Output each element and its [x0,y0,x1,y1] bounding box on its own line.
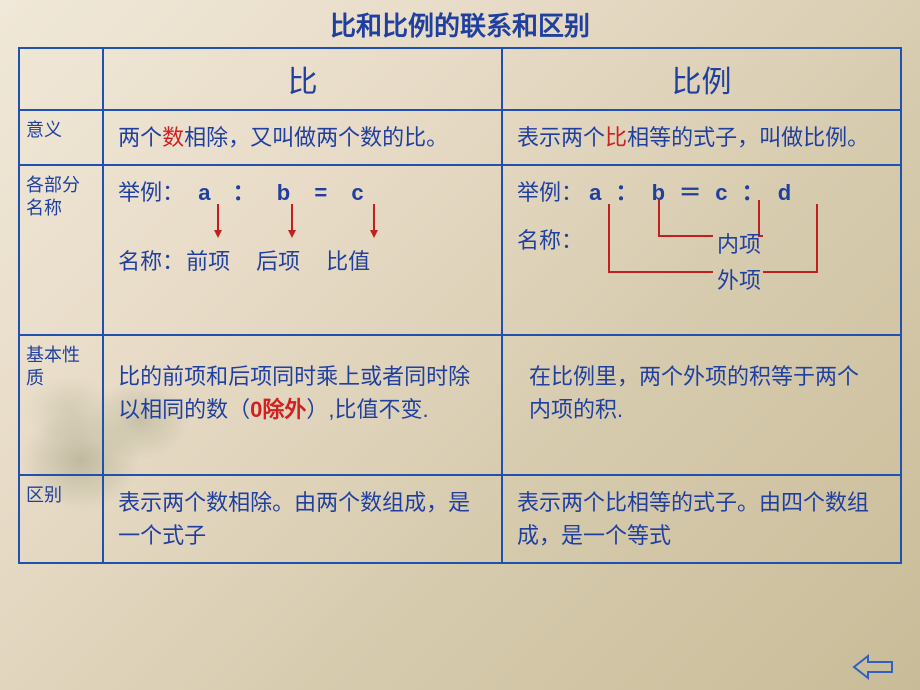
row-label-meaning: 意义 [19,110,103,165]
parts-ratio: 举例： a ： b = c [103,165,502,335]
property-proportion: 在比例里，两个外项的积等于两个内项的积. [502,335,901,475]
name-qianxiang: 前项 [186,245,230,278]
row-label-property: 基本性质 [19,335,103,475]
header-ratio: 比 [103,48,502,110]
name-label-right: 名称： [517,224,583,257]
diff-proportion: 表示两个比相等的式子。由四个数组成，是一个等式 [502,475,901,563]
parts-proportion: 举例： a ： b ＝ c ： d 名称： 内项 外项 [502,165,901,335]
arrows-left [210,202,470,242]
header-empty [19,48,103,110]
name-houxiang: 后项 [256,245,300,278]
comparison-table: 比 比例 意义 两个数相除，又叫做两个数的比。 表示两个比相等的式子，叫做比例。… [18,47,902,564]
meaning-right-pre: 表示两个 [517,125,605,150]
property-left-post: ）,比值不变. [306,397,428,422]
label-inner: 内项 [717,228,761,261]
meaning-proportion: 表示两个比相等的式子，叫做比例。 [502,110,901,165]
row-label-parts: 各部分名称 [19,165,103,335]
name-label-left: 名称： [118,245,184,278]
eg-label-right: 举例： [517,180,583,205]
meaning-ratio: 两个数相除，又叫做两个数的比。 [103,110,502,165]
property-ratio: 比的前项和后项同时乘上或者同时除以相同的数（0除外）,比值不变. [103,335,502,475]
meaning-right-red: 比 [605,125,627,150]
meaning-left-pre: 两个 [118,125,162,150]
back-arrow-icon[interactable] [852,652,896,682]
header-proportion: 比例 [502,48,901,110]
page-title: 比和比例的联系和区别 [0,0,920,47]
meaning-left-post: 相除，又叫做两个数的比。 [184,125,448,150]
row-label-diff: 区别 [19,475,103,563]
property-left-red: 0除外 [250,397,306,422]
diff-ratio: 表示两个数相除。由两个数组成，是一个式子 [103,475,502,563]
label-outer: 外项 [717,264,761,297]
meaning-left-red: 数 [162,125,184,150]
meaning-right-post: 相等的式子，叫做比例。 [627,125,869,150]
eg-label-left: 举例： [118,180,184,205]
name-bizhi: 比值 [326,245,370,278]
